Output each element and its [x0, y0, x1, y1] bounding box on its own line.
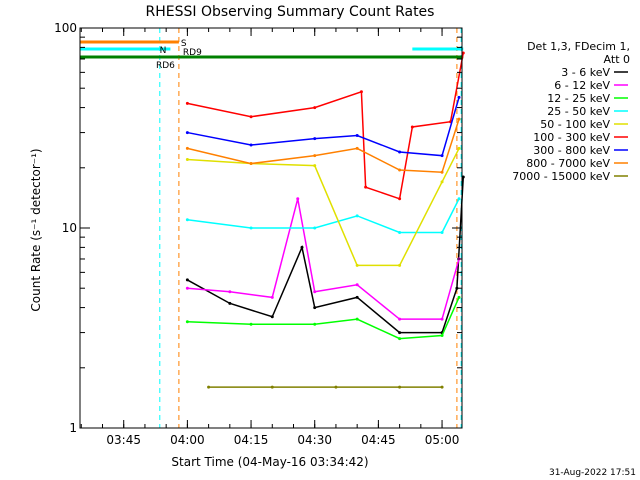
data-point: [270, 295, 274, 299]
data-point: [313, 106, 317, 110]
data-point: [249, 226, 253, 230]
data-point: [207, 385, 211, 389]
data-point: [313, 137, 317, 141]
data-point: [398, 263, 402, 267]
data-point: [355, 317, 359, 321]
data-point: [455, 286, 459, 290]
flag-label: RD9: [183, 48, 202, 58]
data-point: [440, 154, 444, 158]
data-point: [185, 286, 189, 290]
legend-entry: 300 - 800 keV: [533, 144, 610, 157]
data-point: [249, 143, 253, 147]
x-tick-label: 04:00: [170, 433, 205, 447]
y-tick-label: 10: [62, 221, 77, 235]
legend-entry: 6 - 12 keV: [554, 79, 610, 92]
data-point: [185, 158, 189, 162]
legend-entry: 7000 - 15000 keV: [512, 170, 610, 183]
x-tick-label: 05:00: [425, 433, 460, 447]
data-point: [457, 95, 461, 99]
data-point: [364, 185, 368, 189]
flag-label: N: [160, 46, 167, 56]
data-point: [249, 115, 253, 119]
series-line: [187, 176, 465, 334]
data-point: [313, 154, 317, 158]
legend-entry: 800 - 7000 keV: [526, 157, 610, 170]
y-tick-label: 1: [69, 421, 77, 435]
data-point: [300, 245, 304, 249]
data-point: [270, 315, 274, 319]
data-point: [270, 385, 274, 389]
data-point: [249, 322, 253, 326]
chart-title: RHESSI Observing Summary Count Rates: [146, 4, 435, 20]
y-axis-label: Count Rate (s⁻¹ detector⁻¹): [29, 148, 43, 311]
data-point: [457, 295, 461, 299]
data-point: [355, 283, 359, 287]
data-point: [440, 180, 444, 184]
legend-entry: 3 - 6 keV: [561, 66, 610, 79]
flag-label: S: [181, 39, 187, 49]
legend-entry: 25 - 50 keV: [547, 105, 610, 118]
data-point: [313, 322, 317, 326]
data-point: [440, 385, 444, 389]
legend-header: Det 1,3, FDecim 1,: [527, 40, 630, 53]
legend-entry: 100 - 300 keV: [533, 131, 610, 144]
data-point: [398, 168, 402, 172]
data-point: [355, 263, 359, 267]
data-point: [461, 51, 465, 55]
data-point: [296, 197, 300, 201]
data-point: [185, 131, 189, 135]
data-point: [249, 162, 253, 166]
x-axis-label: Start Time (04-May-16 03:34:42): [171, 455, 368, 469]
footer-timestamp: 31-Aug-2022 17:51: [549, 468, 636, 478]
legend-entry: 12 - 25 keV: [547, 92, 610, 105]
data-point: [185, 278, 189, 282]
data-point: [313, 164, 317, 168]
data-point: [313, 226, 317, 230]
data-point: [398, 337, 402, 341]
data-point: [185, 146, 189, 150]
data-point: [461, 175, 465, 179]
data-point: [398, 150, 402, 154]
data-point: [440, 230, 444, 234]
axes: 1 10 100 03:45 04:00 04:15 04:30 04:45 05:00: [54, 21, 463, 447]
data-point: [398, 331, 402, 335]
data-point: [398, 317, 402, 321]
data-point: [228, 290, 232, 294]
data-point: [457, 117, 461, 121]
x-tick-label: 03:45: [106, 433, 141, 447]
data-point: [313, 290, 317, 294]
data-point: [185, 101, 189, 105]
data-point: [185, 320, 189, 324]
data-point: [228, 301, 232, 305]
data-point: [355, 295, 359, 299]
plot-area: S N RD6 RD9: [80, 28, 465, 428]
data-point: [334, 385, 338, 389]
data-point: [313, 306, 317, 310]
data-point: [457, 146, 461, 150]
data-point: [398, 197, 402, 201]
legend-entry: 50 - 100 keV: [540, 118, 610, 131]
legend-header: Att 0: [604, 53, 630, 66]
data-point: [440, 334, 444, 338]
x-tick-label: 04:30: [297, 433, 332, 447]
data-point: [398, 385, 402, 389]
y-tick-label: 100: [54, 21, 77, 35]
data-point: [359, 90, 363, 94]
data-point: [355, 214, 359, 218]
data-point: [185, 218, 189, 222]
x-tick-label: 04:45: [361, 433, 396, 447]
data-point: [398, 230, 402, 234]
data-point: [440, 317, 444, 321]
data-point: [440, 170, 444, 174]
x-tick-label: 04:15: [234, 433, 269, 447]
flag-label: RD6: [156, 61, 175, 71]
data-point: [457, 197, 461, 201]
data-point: [355, 134, 359, 138]
data-point: [410, 125, 414, 129]
data-point: [355, 146, 359, 150]
